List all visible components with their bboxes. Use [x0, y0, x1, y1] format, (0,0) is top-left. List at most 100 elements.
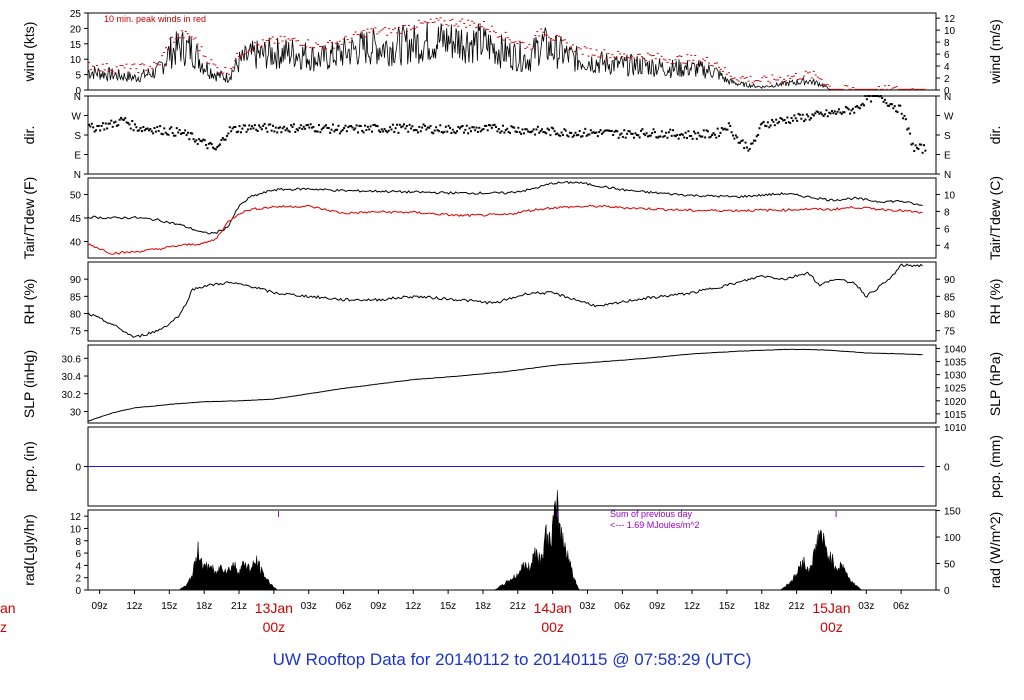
xtick-label: 18z	[196, 601, 212, 612]
direction-point	[164, 131, 167, 134]
direction-point	[492, 124, 495, 127]
direction-point	[849, 112, 852, 115]
direction-point	[145, 127, 148, 130]
direction-point	[913, 149, 916, 152]
direction-point	[868, 95, 871, 97]
direction-point	[541, 128, 544, 131]
direction-point	[627, 130, 630, 133]
direction-point	[571, 135, 574, 138]
direction-point	[847, 108, 850, 111]
direction-point	[414, 128, 417, 131]
direction-point	[277, 127, 280, 130]
direction-point	[206, 147, 209, 150]
direction-point	[311, 126, 314, 129]
direction-point	[897, 104, 900, 107]
direction-point	[720, 126, 723, 129]
direction-point	[182, 132, 185, 135]
xtick-label: 12z	[684, 601, 700, 612]
direction-point	[719, 131, 722, 134]
ytick-label-left: N	[74, 170, 81, 181]
ytick-label-right: 2	[944, 74, 950, 85]
direction-point	[428, 126, 431, 129]
direction-point	[882, 100, 885, 103]
direction-point	[741, 139, 744, 142]
direction-point	[432, 132, 435, 135]
direction-point	[253, 124, 256, 127]
direction-point	[824, 113, 827, 116]
direction-point	[337, 124, 340, 127]
direction-point	[733, 137, 736, 140]
direction-point	[594, 132, 597, 135]
ylabel-left-humidity: RH (%)	[21, 279, 37, 325]
direction-point	[340, 130, 343, 133]
direction-point	[709, 135, 712, 138]
direction-point	[722, 128, 725, 131]
direction-point	[888, 104, 891, 107]
direction-point	[655, 136, 658, 139]
direction-point	[557, 134, 560, 137]
direction-point	[269, 123, 272, 126]
direction-point	[914, 144, 917, 147]
day-label-time: 00z	[820, 619, 843, 635]
direction-point	[305, 124, 308, 127]
ytick-label-right: 1025	[944, 384, 967, 395]
direction-point	[341, 128, 344, 131]
direction-point	[199, 139, 202, 142]
direction-point	[596, 135, 599, 138]
direction-point	[624, 136, 627, 139]
ytick-label-left: 5	[75, 71, 81, 82]
direction-point	[857, 106, 860, 109]
direction-point	[490, 126, 493, 129]
direction-point	[280, 131, 283, 134]
direction-point	[239, 131, 242, 134]
direction-point	[387, 129, 390, 132]
direction-point	[320, 128, 323, 131]
direction-point	[893, 105, 896, 108]
direction-point	[331, 123, 334, 126]
direction-point	[191, 132, 194, 135]
direction-point	[272, 124, 275, 127]
ytick-label-left: 80	[70, 310, 82, 321]
series-air-temperature	[87, 180, 923, 235]
direction-point	[599, 129, 602, 132]
direction-point	[173, 134, 176, 137]
direction-point	[444, 125, 447, 128]
direction-point	[890, 103, 893, 106]
direction-point	[644, 134, 647, 137]
direction-point	[580, 135, 583, 138]
direction-point	[794, 117, 797, 120]
direction-point	[391, 123, 394, 126]
direction-point	[99, 129, 102, 132]
direction-point	[835, 112, 838, 115]
direction-point	[210, 143, 213, 146]
direction-point	[506, 127, 509, 130]
direction-point	[507, 130, 510, 133]
direction-point	[744, 141, 747, 144]
xtick-label: 21z	[231, 601, 247, 612]
direction-point	[375, 124, 378, 127]
direction-point	[776, 122, 779, 125]
xtick-label: 03z	[301, 601, 317, 612]
direction-point	[520, 132, 523, 135]
direction-point	[822, 114, 825, 117]
direction-point	[729, 124, 732, 127]
xtick-label: 12z	[126, 601, 142, 612]
direction-point	[518, 131, 521, 134]
direction-point	[234, 125, 237, 128]
direction-point	[322, 127, 325, 130]
direction-point	[435, 126, 438, 129]
day-label-date: 14Jan	[534, 600, 572, 616]
direction-point	[265, 127, 268, 130]
ytick-label-right: 1015	[944, 410, 967, 421]
direction-point	[364, 124, 367, 127]
direction-point	[350, 125, 353, 128]
direction-point	[903, 114, 906, 117]
direction-point	[213, 147, 216, 150]
direction-point	[355, 124, 358, 127]
direction-point	[301, 127, 304, 130]
direction-point	[142, 125, 145, 128]
direction-point	[180, 132, 183, 135]
direction-point	[125, 121, 128, 124]
direction-point	[842, 111, 845, 114]
ytick-label-right: 0	[944, 586, 950, 597]
